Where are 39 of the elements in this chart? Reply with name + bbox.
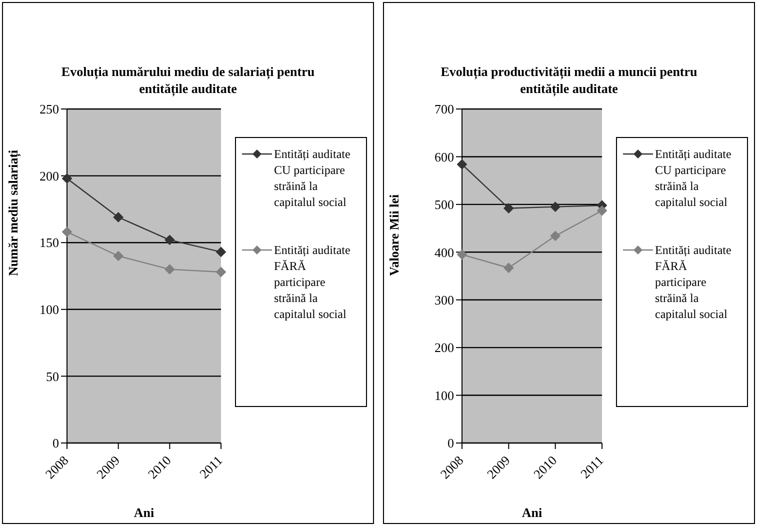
x-tick-label: 2011 xyxy=(578,452,606,482)
point xyxy=(113,212,124,222)
point xyxy=(504,203,514,214)
y-tick-label: 200 xyxy=(40,168,59,184)
y-tick-label: 150 xyxy=(40,235,59,250)
y-axis-title: Număr mediu salariați xyxy=(6,149,22,276)
y-tick-label: 500 xyxy=(434,197,454,212)
y-axis-title: Valoare Mii lei xyxy=(386,194,402,276)
chart-title: Evoluția numărului mediu de salariați pentru entitățile auditate xyxy=(60,63,316,97)
point xyxy=(164,234,175,245)
point xyxy=(597,206,607,216)
point xyxy=(550,230,560,241)
point xyxy=(164,264,175,274)
y-tick-label: 700 xyxy=(434,102,454,117)
legend-label: Entități auditate CU participare străină la capitalul social xyxy=(274,146,352,210)
chart-title: Evoluția productivității medii a muncii pentru entitățile auditate xyxy=(440,63,698,97)
y-tick-label: 200 xyxy=(434,340,454,356)
legend-label: Entități auditate FĂRĂ participare străină la capitalul social xyxy=(274,242,352,322)
y-tick-label: 100 xyxy=(434,388,454,403)
point xyxy=(216,246,226,257)
y-tick-label: 600 xyxy=(434,149,454,164)
y-tick-label: 250 xyxy=(40,102,59,117)
legend-label: Entități auditate FĂRĂ participare străină la capitalul social xyxy=(655,242,732,322)
x-tick-label: 2011 xyxy=(196,452,226,482)
y-tick-label: 300 xyxy=(434,292,454,308)
legend-label: Entități auditate CU participare străină la capitalul social xyxy=(655,146,732,210)
point xyxy=(62,226,72,237)
point xyxy=(216,266,226,277)
point xyxy=(113,250,124,261)
y-tick-label: 0 xyxy=(52,436,59,451)
x-axis-title: Ani xyxy=(134,505,154,520)
point xyxy=(550,202,560,212)
x-axis-title: Ani xyxy=(522,505,542,520)
y-tick-label: 50 xyxy=(46,368,59,384)
point xyxy=(457,159,467,170)
y-tick-label: 100 xyxy=(40,302,59,318)
y-tick-label: 400 xyxy=(434,244,454,260)
y-tick-label: 0 xyxy=(448,436,454,451)
point xyxy=(504,262,514,273)
